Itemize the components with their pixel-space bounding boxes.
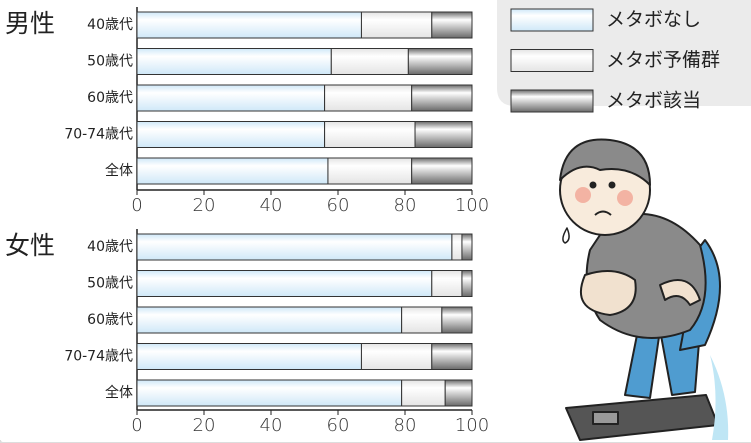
hair [559,138,651,186]
legend-swatch [510,89,594,113]
x-tick-label: 80 [394,415,417,436]
legend-label: メタボ該当 [606,90,701,112]
hand [659,279,701,306]
eye [589,181,597,189]
eye [608,181,616,189]
bar-segment [136,11,362,39]
y-tick-label: 70-74歳代 [64,349,133,365]
bar-segment [411,84,473,112]
belly [580,270,637,316]
x-tick-label: 60 [327,195,350,216]
y-tick-label: 全体 [105,384,133,401]
legend-swatch [510,8,594,32]
bar-segment [401,306,443,334]
x-tick-label: 40 [260,415,283,436]
bar-segment [324,84,413,112]
bar-segment [327,157,413,185]
bar-segment [461,270,473,297]
bar-segment [461,233,473,261]
bar-segment [136,157,329,185]
sweat [562,227,570,244]
bar-segment [136,379,403,407]
bar-segment [431,11,473,39]
bar-segment [360,11,433,39]
bar-segment [414,121,473,148]
bar-segment [401,379,446,407]
bar-segment [360,343,433,370]
y-tick-label: 50歳代 [87,54,133,70]
scale-display [592,411,619,425]
y-tick-label: 40歳代 [87,17,133,33]
chart-title: 女性 [5,231,55,260]
scale [565,394,719,441]
bar-segment [330,48,409,75]
bar-segment [136,84,326,112]
y-tick-label: 50歳代 [87,276,133,292]
bar-segment [136,343,362,370]
y-tick-label: 60歳代 [87,312,133,328]
y-tick-label: 40歳代 [87,239,133,255]
x-tick-label: 80 [394,195,417,216]
y-tick-label: 60歳代 [87,90,133,106]
x-tick-label: 100 [455,415,489,436]
chart-title: 男性 [5,9,55,38]
bar-segment [431,270,463,297]
legend-label: メタボ予備群 [606,49,720,71]
bar-segment [136,233,453,261]
mouth [594,210,612,216]
y-tick-label: 70-74歳代 [64,127,133,143]
bar-segment [324,121,416,148]
cheek [575,187,591,203]
splash [710,355,729,440]
bar-segment [136,48,332,75]
bar-segment [431,343,473,370]
bar-segment [451,233,463,261]
x-tick-label: 0 [131,415,142,436]
x-tick-label: 40 [260,195,283,216]
x-tick-label: 20 [193,415,216,436]
bar-segment [407,48,473,75]
bar-segment [444,379,473,407]
bar-segment [136,270,433,297]
x-tick-label: 0 [131,195,142,216]
legend-label: メタボなし [606,9,701,31]
cheek [617,190,633,206]
legend-swatch [510,49,594,72]
bar-segment [441,306,473,334]
x-tick-label: 60 [327,415,350,436]
bar-segment [411,157,473,185]
x-tick-label: 20 [193,195,216,216]
x-tick-label: 100 [455,195,489,216]
illustration [559,138,729,441]
bar-segment [136,121,326,148]
y-tick-label: 全体 [105,162,133,179]
bar-segment [136,306,403,334]
